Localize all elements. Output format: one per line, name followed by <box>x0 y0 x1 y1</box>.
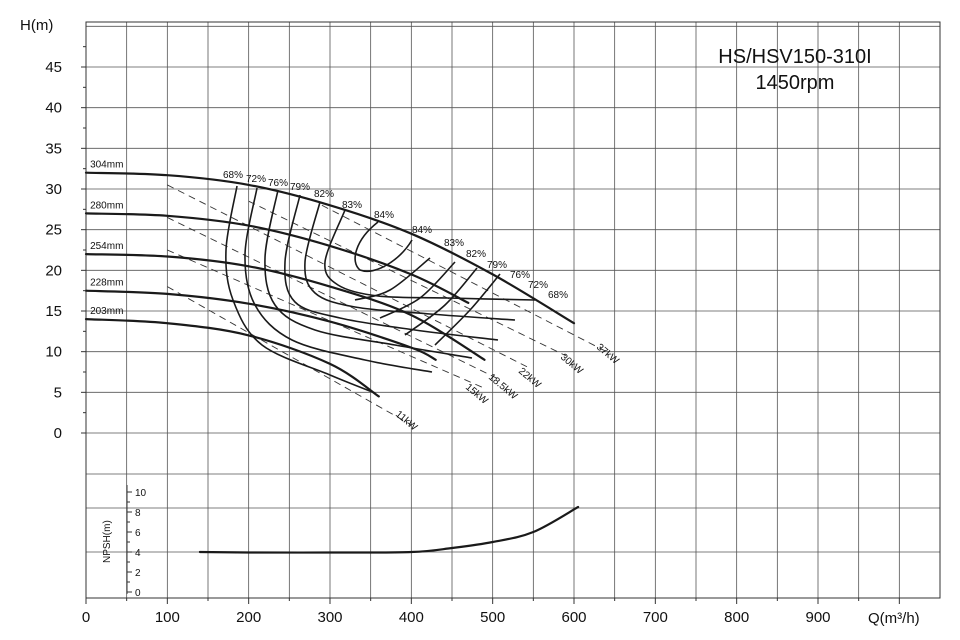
efficiency-label: 68% <box>548 290 568 301</box>
x-tick-label: 100 <box>155 609 180 626</box>
x-tick-label: 800 <box>724 609 749 626</box>
efficiency-label: 79% <box>290 182 310 193</box>
npsh-tick-label: 10 <box>135 488 147 499</box>
efficiency-contour <box>379 261 456 319</box>
efficiency-label: 68% <box>223 170 243 181</box>
efficiency-contour <box>404 267 478 336</box>
x-tick-label: 600 <box>561 609 586 626</box>
efficiency-label: 84% <box>412 225 432 236</box>
y-axis-title: H(m) <box>20 17 53 34</box>
npsh-tick-label: 8 <box>135 508 141 519</box>
npsh-axis: 0 2 4 6 8 10 <box>126 485 147 599</box>
npsh-tick-label: 2 <box>135 568 141 579</box>
grid <box>85 21 941 599</box>
x-tick-label: 500 <box>480 609 505 626</box>
efficiency-contour <box>354 257 431 301</box>
efficiency-label: 82% <box>314 189 334 200</box>
efficiency-label: 79% <box>487 260 507 271</box>
efficiency-label: 72% <box>528 280 548 291</box>
y-tick-label: 40 <box>45 100 62 117</box>
y-tick-label: 35 <box>45 140 62 157</box>
x-tick-label: 0 <box>82 609 90 626</box>
y-tick-label: 5 <box>54 384 62 401</box>
efficiency-contours <box>225 185 536 394</box>
head-curve <box>84 212 470 304</box>
efficiency-label: 76% <box>510 270 530 281</box>
head-curve <box>84 253 486 361</box>
x-tick-label: 200 <box>236 609 261 626</box>
head-curve <box>84 171 576 325</box>
efficiency-contour <box>244 187 433 373</box>
npsh-tick-label: 6 <box>135 528 141 539</box>
efficiency-contour <box>264 189 473 359</box>
npsh-tick-label: 0 <box>135 588 141 599</box>
x-axis-title: Q(m³/h) <box>868 610 920 627</box>
head-curve-label: 280mm <box>90 200 123 211</box>
head-curve-label: 228mm <box>90 278 123 289</box>
y-tick-label: 20 <box>45 262 62 279</box>
y-tick-label: 0 <box>54 425 62 442</box>
efficiency-contour <box>304 201 516 321</box>
power-line <box>167 217 501 381</box>
head-curve <box>84 289 437 361</box>
plot-frame <box>85 21 941 599</box>
y-tick-label: 25 <box>45 222 62 239</box>
npsh-axis-title: NPSH(m) <box>102 520 113 563</box>
y-tick-label: 30 <box>45 181 62 198</box>
y-tick-label: 45 <box>45 59 62 76</box>
x-tick-label: 400 <box>399 609 424 626</box>
power-line <box>167 249 485 389</box>
efficiency-contour <box>434 273 501 346</box>
power-line <box>248 200 567 357</box>
head-curve <box>84 318 380 398</box>
npsh-curve <box>198 505 580 554</box>
x-tick-label: 900 <box>805 609 830 626</box>
x-tick-label: 300 <box>317 609 342 626</box>
efficiency-label: 72% <box>246 174 266 185</box>
y-tick-label: 10 <box>45 344 62 361</box>
power-line <box>167 286 412 426</box>
chart-title: HS/HSV150-310I <box>718 46 871 68</box>
head-curve-label: 304mm <box>90 160 123 171</box>
npsh-tick-label: 4 <box>135 548 141 559</box>
head-curve-label: 254mm <box>90 241 123 252</box>
npsh-curve-group <box>198 505 580 554</box>
head-curve-label: 203mm <box>90 306 123 317</box>
x-tick-label: 700 <box>643 609 668 626</box>
efficiency-label: 84% <box>374 210 394 221</box>
efficiency-label: 76% <box>268 178 288 189</box>
efficiency-contour <box>354 221 413 273</box>
efficiency-label: 83% <box>342 200 362 211</box>
efficiency-contour <box>324 209 536 301</box>
y-tick-label: 15 <box>45 303 62 320</box>
efficiency-contour <box>225 185 376 394</box>
head-curves <box>84 171 576 398</box>
chart-subtitle: 1450rpm <box>756 72 835 94</box>
efficiency-contour <box>284 194 499 341</box>
efficiency-label: 83% <box>444 238 464 249</box>
efficiency-label: 82% <box>466 249 486 260</box>
